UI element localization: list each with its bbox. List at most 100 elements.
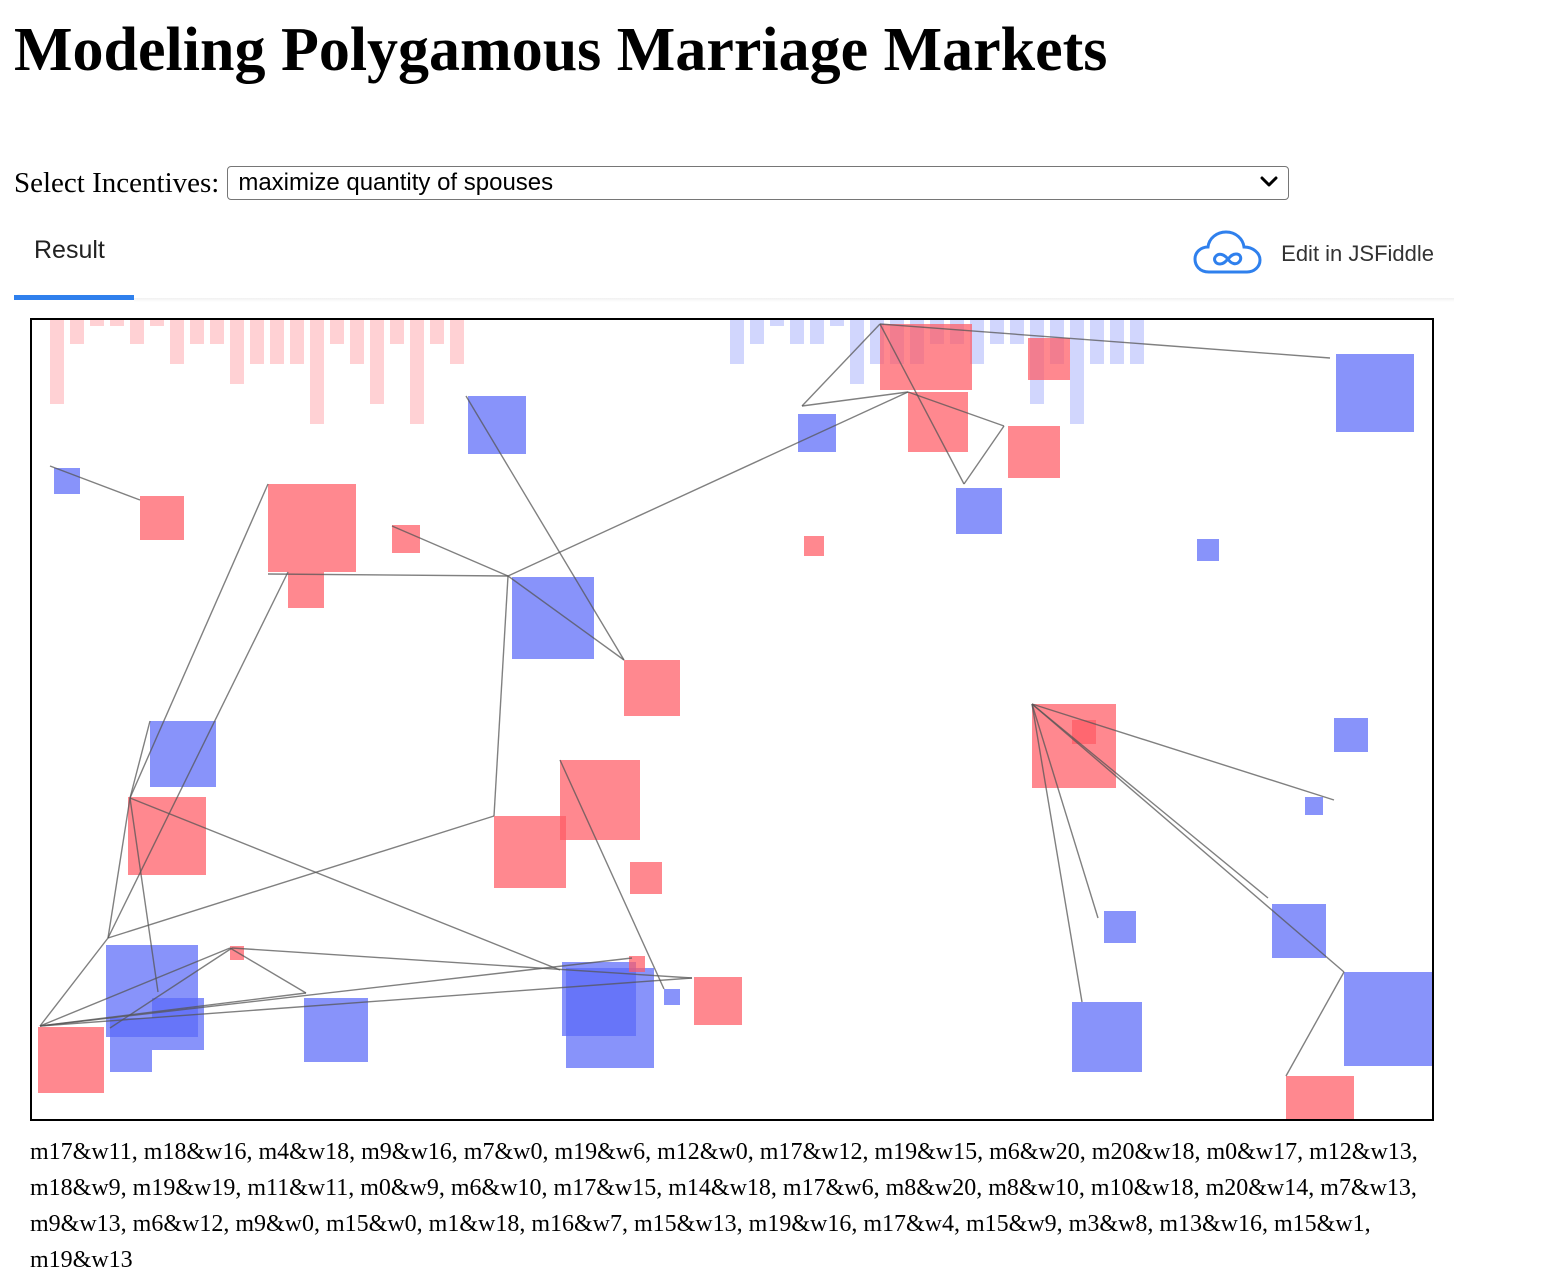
marriage-market-visualization	[38, 320, 1432, 1119]
man-agent	[150, 721, 216, 787]
man-agent	[304, 998, 368, 1062]
pairing-line	[49, 465, 141, 501]
woman-agent	[494, 816, 566, 888]
pairing-line	[107, 815, 495, 939]
pairing-line	[231, 947, 693, 979]
woman-preference-bar	[390, 320, 404, 344]
man-agent	[1104, 911, 1136, 943]
pairing-line	[507, 391, 909, 577]
edit-in-jsfiddle-label: Edit in JSFiddle	[1281, 241, 1434, 266]
pairing-line	[267, 573, 509, 577]
tab-bar: Result Edit in JSFiddle	[14, 222, 1454, 302]
pairing-line	[493, 575, 509, 817]
man-preference-bar	[990, 320, 1004, 344]
pairing-line	[963, 425, 1005, 485]
incentives-select[interactable]: maximize quantity of spouses	[227, 166, 1290, 200]
pairing-line	[801, 323, 881, 407]
woman-agent	[288, 572, 324, 608]
woman-preference-bar	[170, 320, 184, 364]
man-agent	[1072, 1002, 1142, 1072]
pairing-line	[39, 977, 693, 1027]
woman-preference-bar	[270, 320, 284, 364]
pairing-line	[129, 797, 159, 993]
pairing-line	[879, 323, 965, 485]
matched-pairs-list: m17&w11, m18&w16, m4&w18, m9&w16, m7&w0,…	[30, 1139, 1418, 1273]
woman-agent	[268, 484, 356, 572]
man-agent	[1197, 539, 1219, 561]
pairing-line	[507, 575, 625, 661]
woman-agent	[1286, 1076, 1354, 1119]
woman-preference-bar	[50, 320, 64, 404]
man-preference-bar	[970, 320, 984, 364]
pairing-line	[559, 759, 665, 990]
man-agent	[152, 998, 204, 1050]
pairing-line	[129, 483, 269, 799]
woman-preference-bar	[410, 320, 424, 424]
man-agent	[562, 962, 636, 1036]
woman-preference-bar	[70, 320, 84, 344]
woman-agent	[1028, 338, 1070, 380]
man-preference-bar	[850, 320, 864, 384]
pairing-line	[129, 720, 151, 799]
pairing-line	[39, 937, 109, 1027]
pairing-line	[107, 797, 131, 939]
woman-preference-bar	[330, 320, 344, 344]
pairing-line	[1031, 703, 1083, 1003]
tab-result[interactable]: Result	[14, 222, 134, 300]
woman-agent	[1008, 426, 1060, 478]
incentives-selected-value: maximize quantity of spouses	[238, 169, 554, 196]
woman-agent	[128, 797, 206, 875]
man-preference-bar	[790, 320, 804, 344]
woman-agent	[38, 1027, 104, 1093]
man-agent	[1344, 972, 1432, 1066]
simulation-canvas	[30, 318, 1434, 1121]
woman-agent	[694, 977, 742, 1025]
incentives-control: Select Incentives: maximize quantity of …	[14, 164, 1290, 202]
woman-preference-bar	[310, 320, 324, 424]
woman-preference-bar	[350, 320, 364, 364]
woman-preference-bar	[130, 320, 144, 344]
man-preference-bar	[1070, 320, 1084, 424]
woman-preference-bar	[430, 320, 444, 344]
man-agent	[110, 1018, 152, 1072]
pairing-line	[879, 323, 1331, 359]
pairing-line	[391, 525, 509, 577]
man-agent	[1305, 797, 1323, 815]
chevron-down-icon	[1258, 171, 1280, 198]
man-agent	[798, 414, 836, 452]
edit-in-jsfiddle-link[interactable]: Edit in JSFiddle	[1193, 228, 1434, 280]
man-preference-bar	[750, 320, 764, 344]
man-preference-bar	[770, 320, 784, 326]
man-agent	[956, 488, 1002, 534]
pairing-line	[39, 947, 231, 1027]
woman-preference-bar	[90, 320, 104, 326]
woman-agent	[880, 324, 972, 390]
pairing-line	[465, 395, 625, 661]
man-agent	[468, 396, 526, 454]
tab-result-label: Result	[34, 236, 105, 264]
pairing-line	[1031, 703, 1345, 973]
woman-agent	[392, 525, 420, 553]
woman-agent	[908, 392, 968, 452]
woman-preference-bar	[150, 320, 164, 326]
pairing-line	[907, 391, 1005, 427]
pairing-line	[109, 947, 233, 1029]
cloud-icon	[1193, 226, 1263, 283]
pairing-line	[129, 797, 561, 971]
pairing-line	[1031, 703, 1269, 899]
pairing-line	[801, 391, 909, 407]
pairing-line	[39, 957, 633, 1027]
man-preference-bar	[810, 320, 824, 344]
tab-bar-divider	[134, 298, 1454, 302]
man-preference-bar	[1010, 320, 1024, 344]
woman-preference-bar	[290, 320, 304, 364]
woman-preference-bar	[190, 320, 204, 344]
woman-preference-bar	[450, 320, 464, 364]
woman-agent	[140, 496, 184, 540]
man-preference-bar	[830, 320, 844, 326]
man-agent	[512, 577, 594, 659]
incentives-label: Select Incentives:	[14, 166, 220, 199]
woman-agent	[629, 956, 645, 972]
woman-agent	[560, 760, 640, 840]
pairing-line	[107, 571, 289, 939]
